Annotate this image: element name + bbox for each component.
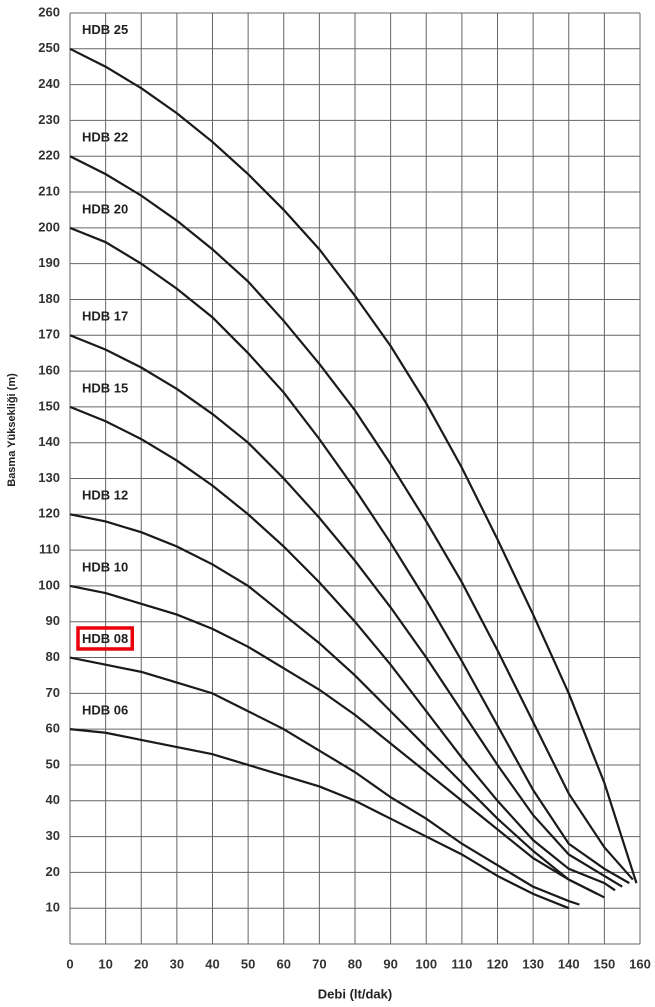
y-tick-label: 70 [46, 685, 60, 700]
y-tick-label: 90 [46, 613, 60, 628]
x-tick-label: 80 [348, 956, 362, 971]
x-tick-label: 160 [629, 956, 651, 971]
curve-label: HDB 12 [82, 488, 128, 503]
x-tick-label: 10 [98, 956, 112, 971]
x-tick-label: 50 [241, 956, 255, 971]
x-axis-title: Debi (lt/dak) [318, 986, 392, 1001]
y-tick-label: 210 [38, 183, 60, 198]
y-tick-label: 10 [46, 900, 60, 915]
y-axis-title: Basma Yüksekliği (m) [6, 373, 18, 487]
y-tick-label: 20 [46, 864, 60, 879]
curve [69, 405, 616, 892]
x-tick-label: 0 [66, 956, 73, 971]
x-tick-label: 40 [205, 956, 219, 971]
x-tick-label: 30 [170, 956, 184, 971]
x-tick-label: 110 [451, 956, 472, 971]
x-tick-label: 120 [487, 956, 509, 971]
y-tick-label: 170 [38, 327, 60, 342]
y-tick-label: 40 [46, 792, 60, 807]
y-tick-label: 100 [38, 577, 60, 592]
x-tick-label: 150 [594, 956, 616, 971]
y-tick-label: 140 [38, 434, 60, 449]
y-tick-label: 60 [46, 721, 60, 736]
y-tick-label: 180 [38, 291, 60, 306]
y-tick-label: 50 [46, 756, 60, 771]
y-tick-label: 200 [38, 219, 60, 234]
curve [69, 656, 580, 906]
y-tick-label: 120 [38, 506, 60, 521]
curve-label: HDB 15 [82, 380, 128, 395]
curve-label: HDB 22 [82, 130, 128, 145]
curve-label: HDB 08 [82, 631, 128, 646]
y-tick-label: 110 [39, 542, 60, 557]
x-tick-label: 140 [558, 956, 580, 971]
curve [69, 47, 638, 884]
y-tick-label: 80 [46, 649, 60, 664]
x-tick-label: 60 [277, 956, 291, 971]
y-tick-label: 230 [38, 112, 60, 127]
curve [69, 584, 598, 895]
y-tick-label: 250 [38, 40, 60, 55]
x-tick-label: 100 [415, 956, 437, 971]
curve-label: HDB 06 [82, 703, 128, 718]
curve [69, 728, 570, 910]
curve-label: HDB 17 [82, 309, 128, 324]
y-tick-label: 220 [38, 148, 60, 163]
curve [69, 513, 605, 899]
x-tick-label: 90 [383, 956, 397, 971]
y-tick-label: 190 [38, 255, 60, 270]
y-tick-label: 260 [38, 4, 60, 19]
curve-label: HDB 10 [82, 559, 128, 574]
x-tick-label: 130 [522, 956, 544, 971]
curve-label: HDB 25 [82, 22, 128, 37]
curve [69, 226, 630, 885]
x-tick-label: 20 [134, 956, 148, 971]
curve [69, 155, 634, 881]
curve [69, 334, 623, 888]
y-tick-label: 150 [38, 398, 60, 413]
curve-label: HDB 20 [82, 201, 128, 216]
highlight-box [76, 626, 134, 651]
y-tick-label: 240 [38, 76, 60, 91]
x-tick-label: 70 [312, 956, 326, 971]
y-tick-label: 130 [38, 470, 60, 485]
y-tick-label: 30 [46, 828, 60, 843]
y-tick-label: 160 [38, 363, 60, 378]
